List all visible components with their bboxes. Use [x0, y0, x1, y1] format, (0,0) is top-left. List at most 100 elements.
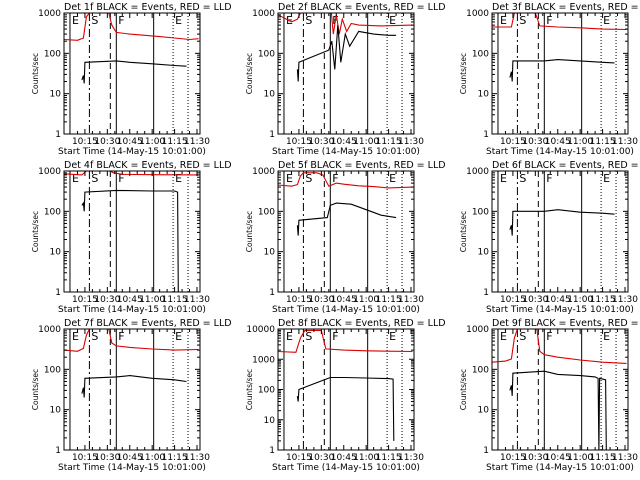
x-tick-label: 11:30 — [398, 453, 424, 463]
y-tick-label: 1000 — [252, 167, 275, 177]
y-tick-label: 10 — [264, 248, 276, 258]
plot-frame — [491, 12, 629, 135]
series-events-line — [296, 25, 397, 82]
y-tick-label: 1 — [55, 288, 61, 298]
x-tick-label: 10:15 — [72, 137, 98, 147]
chart-title: Det 8f BLACK = Events, RED = LLD — [278, 318, 446, 329]
y-tick-label: 100 — [258, 207, 275, 217]
marker-label: E — [389, 14, 396, 27]
marker-label: S — [305, 172, 312, 185]
x-tick-label: 10:15 — [72, 295, 98, 305]
x-tick-label: 10:30 — [308, 453, 334, 463]
x-tick-label: 10:30 — [94, 453, 120, 463]
x-tick-label: 10:45 — [545, 295, 571, 305]
y-tick-label: 100 — [472, 207, 489, 217]
marker-label: S — [91, 172, 98, 185]
y-tick-label: 1000 — [466, 167, 489, 177]
y-tick-label: 100 — [258, 386, 275, 396]
x-axis-label: Start Time (14-May-15 10:01:00) — [58, 147, 206, 157]
plot-frame — [63, 12, 201, 135]
x-tick-label: 10:45 — [117, 295, 143, 305]
x-tick-label: 10:30 — [522, 295, 548, 305]
marker-label: S — [91, 330, 98, 343]
y-tick-label: 1 — [269, 288, 275, 298]
x-tick-label: 10:30 — [94, 295, 120, 305]
y-tick-label: 100 — [44, 49, 61, 59]
y-tick-label: 100 — [472, 365, 489, 375]
chart-title: Det 9f BLACK = Events, RED = LLD — [492, 318, 640, 329]
chart-title: Det 2f BLACK = Events, RED = LLD — [278, 2, 446, 13]
chart-panel-9: E S F E110100100010:1510:3010:4511:0011:151… — [459, 318, 640, 473]
y-tick-label: 100 — [258, 49, 275, 59]
chart-title: Det 3f BLACK = Events, RED = LLD — [492, 2, 640, 13]
y-tick-label: 10 — [478, 406, 490, 416]
x-tick-label: 11:30 — [184, 137, 210, 147]
chart-panel-7: E S F E110100100010:1510:3010:4511:0011:151… — [31, 318, 232, 473]
y-tick-label: 10 — [50, 248, 62, 258]
y-tick-label: 1000 — [252, 355, 275, 365]
chart-title: Det 6f BLACK = Events, RED = LLD — [492, 160, 640, 171]
x-tick-label: 10:45 — [545, 137, 571, 147]
x-tick-label: 11:15 — [590, 295, 616, 305]
series-lld-line — [492, 13, 627, 31]
x-tick-label: 11:15 — [162, 295, 188, 305]
y-tick-label: 1000 — [38, 9, 61, 19]
y-tick-label: 100 — [44, 365, 61, 375]
marker-label: F — [118, 14, 124, 27]
marker-label: S — [305, 330, 312, 343]
x-tick-label: 10:15 — [500, 295, 526, 305]
series-lld-line — [64, 171, 199, 176]
plot-frame — [277, 170, 415, 293]
y-tick-label: 10 — [264, 90, 276, 100]
marker-label: S — [519, 330, 526, 343]
y-axis-label: Counts/sec — [31, 53, 40, 94]
marker-label: E — [175, 330, 182, 343]
y-axis-label: Counts/sec — [459, 53, 468, 94]
x-tick-label: 10:30 — [522, 453, 548, 463]
marker-label: E — [603, 14, 610, 27]
x-tick-label: 10:30 — [94, 137, 120, 147]
marker-label: E — [500, 330, 507, 343]
y-tick-label: 10 — [478, 248, 490, 258]
x-tick-label: 11:00 — [567, 295, 593, 305]
chart-title: Det 4f BLACK = Events, RED = LLD — [64, 160, 232, 171]
x-tick-label: 11:00 — [353, 137, 379, 147]
marker-label: E — [500, 14, 507, 27]
marker-label: E — [72, 330, 79, 343]
x-tick-label: 11:15 — [162, 453, 188, 463]
x-axis-label: Start Time (14-May-15 10:01:00) — [58, 463, 206, 473]
marker-label: F — [332, 172, 338, 185]
plot-frame — [277, 12, 415, 135]
series-events-line — [509, 370, 607, 450]
series-group — [64, 329, 199, 398]
x-axis-label: Start Time (14-May-15 10:01:00) — [486, 463, 634, 473]
chart-panel-3: E S F E110100100010:1510:3010:4511:0011:151… — [459, 2, 640, 157]
plot-frame — [63, 328, 201, 451]
series-group — [509, 209, 615, 236]
y-axis-label: Counts/sec — [245, 369, 254, 410]
y-axis-label: Counts/sec — [245, 53, 254, 94]
chart-panel-1: E S F E110100100010:1510:3010:4511:0011:151… — [31, 2, 232, 157]
marker-label: F — [546, 330, 552, 343]
x-tick-label: 11:15 — [376, 295, 402, 305]
x-axis-label: Start Time (14-May-15 10:01:00) — [272, 305, 420, 315]
marker-label: E — [389, 330, 396, 343]
marker-label: F — [118, 172, 124, 185]
x-tick-label: 11:30 — [398, 137, 424, 147]
x-axis-label: Start Time (14-May-15 10:01:00) — [272, 463, 420, 473]
y-axis-label: Counts/sec — [459, 369, 468, 410]
marker-label: E — [603, 330, 610, 343]
series-group — [492, 13, 627, 82]
x-tick-label: 10:30 — [308, 295, 334, 305]
x-tick-label: 11:30 — [398, 295, 424, 305]
y-tick-label: 10 — [478, 90, 490, 100]
series-events-line — [81, 375, 187, 398]
x-tick-label: 11:15 — [376, 453, 402, 463]
chart-panel-5: E S F E110100100010:1510:3010:4511:0011:151… — [245, 160, 446, 315]
series-group — [278, 329, 413, 441]
x-tick-label: 10:45 — [331, 137, 357, 147]
plot-frame — [491, 170, 629, 293]
x-tick-label: 10:15 — [286, 137, 312, 147]
y-tick-label: 1 — [55, 446, 61, 456]
plot-frame — [491, 328, 629, 451]
